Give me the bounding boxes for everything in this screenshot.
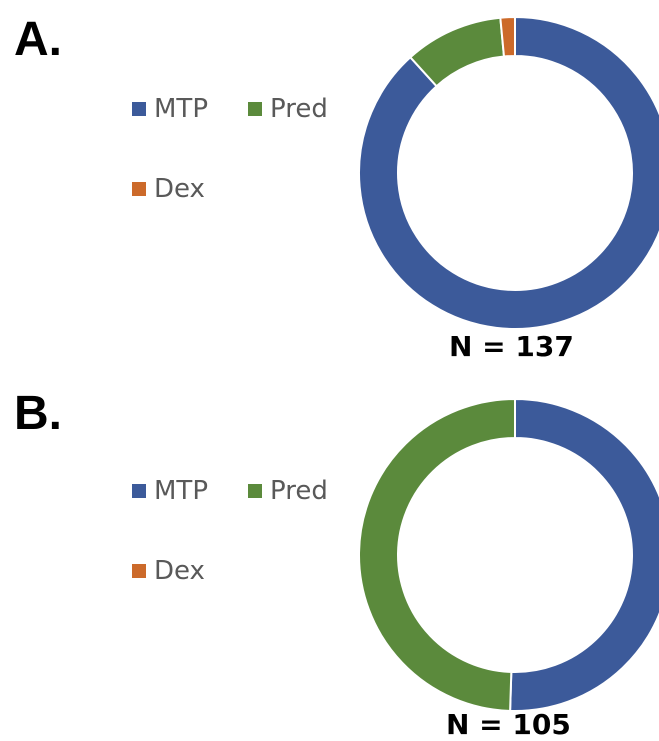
legend-label-dex-a: Dex bbox=[154, 174, 205, 204]
donut-chart-a bbox=[358, 15, 659, 330]
legend-swatch-pred-a bbox=[248, 102, 262, 116]
legend-item-dex-a: Dex bbox=[132, 174, 205, 204]
legend-label-pred-b: Pred bbox=[270, 476, 328, 506]
legend-swatch-dex-a bbox=[132, 182, 146, 196]
legend-item-mtp-b: MTP bbox=[132, 476, 208, 506]
n-label-a: N = 137 bbox=[449, 330, 574, 363]
panel-a-label: A. bbox=[14, 13, 62, 66]
donut-slice-mtp-b bbox=[509, 397, 659, 712]
legend-item-pred-a: Pred bbox=[248, 94, 328, 124]
donut-slice-dex-a bbox=[499, 15, 516, 58]
legend-label-mtp-b: MTP bbox=[154, 476, 208, 506]
legend-swatch-mtp-b bbox=[132, 484, 146, 498]
legend-swatch-mtp-a bbox=[132, 102, 146, 116]
panel-b-label: B. bbox=[14, 387, 62, 440]
legend-label-mtp-a: MTP bbox=[154, 94, 208, 124]
legend-item-pred-b: Pred bbox=[248, 476, 328, 506]
legend-item-dex-b: Dex bbox=[132, 556, 205, 586]
legend-swatch-pred-b bbox=[248, 484, 262, 498]
legend-swatch-dex-b bbox=[132, 564, 146, 578]
donut-slice-mtp-a bbox=[358, 15, 659, 330]
donut-chart-b bbox=[358, 397, 659, 712]
legend-label-pred-a: Pred bbox=[270, 94, 328, 124]
n-label-b: N = 105 bbox=[446, 708, 571, 741]
legend-label-dex-b: Dex bbox=[154, 556, 205, 586]
donut-slice-pred-b bbox=[358, 397, 516, 712]
legend-item-mtp-a: MTP bbox=[132, 94, 208, 124]
